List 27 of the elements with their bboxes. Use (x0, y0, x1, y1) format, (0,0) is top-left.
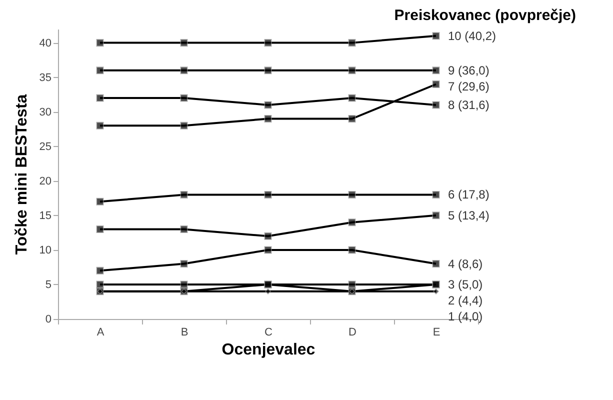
x-tick-label: A (96, 326, 105, 338)
series-label: 1 (4,0) (448, 309, 483, 324)
x-tick-label: B (180, 326, 188, 338)
series-label: 4 (8,6) (448, 256, 483, 271)
y-tick-label: 15 (39, 210, 52, 222)
y-tick-label: 10 (39, 244, 52, 256)
series-label: 8 (31,6) (448, 98, 490, 112)
x-axis-title: Ocenjevalec (222, 342, 316, 358)
legend-title: Preiskovanec (povprečje) (394, 7, 576, 24)
x-tick-label: C (264, 326, 273, 338)
y-tick-label: 40 (39, 37, 52, 50)
series-label: 5 (13,4) (448, 208, 490, 222)
y-tick-label: 0 (45, 314, 52, 326)
x-tick-label: E (432, 326, 440, 338)
series-label: 10 (40,2) (448, 28, 496, 43)
series-label: 6 (17,8) (448, 188, 490, 202)
series-label: 2 (4,4) (448, 293, 483, 308)
series-label: 3 (5,0) (448, 277, 483, 292)
y-axis-title: Točke mini BESTesta (13, 94, 30, 255)
y-tick-label: 25 (39, 140, 52, 153)
y-tick-label: 20 (39, 175, 52, 188)
x-tick-label: D (348, 326, 357, 338)
series-label: 9 (36,0) (448, 63, 490, 78)
y-tick-label: 5 (45, 278, 52, 291)
y-tick-label: 30 (39, 106, 52, 118)
y-tick-label: 35 (39, 72, 52, 84)
series-label: 7 (29,6) (448, 79, 490, 94)
